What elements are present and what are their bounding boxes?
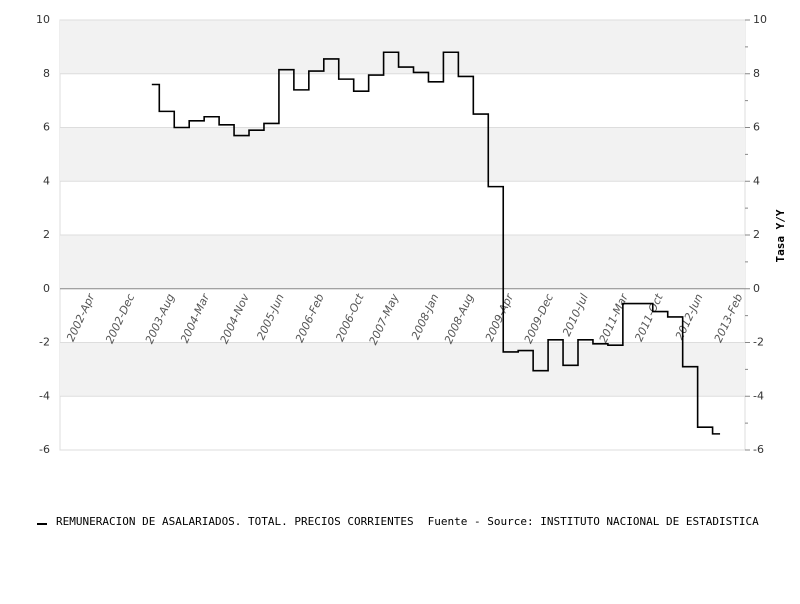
y-tick-label: 10 — [36, 13, 50, 26]
y-tick-label: 4 — [43, 174, 50, 187]
series-line — [151, 51, 721, 435]
y-tick-label: 0 — [43, 282, 50, 295]
band — [60, 20, 745, 74]
y2-tick-label: 6 — [753, 121, 760, 134]
y2-tick-label: -2 — [753, 336, 764, 349]
y2-axis-label: Tasa Y/Y — [774, 209, 787, 262]
y-tick-label: 2 — [43, 228, 50, 241]
y-tick-label: -6 — [39, 443, 50, 456]
y2-tick-label: 10 — [753, 13, 767, 26]
band — [60, 235, 745, 289]
y-tick-label: 8 — [43, 67, 50, 80]
y2-tick-label: 2 — [753, 228, 760, 241]
y2-tick-label: -4 — [753, 389, 764, 402]
y2-tick-label: 4 — [753, 174, 760, 187]
y2-tick-label: 8 — [753, 67, 760, 80]
y-tick-label: -4 — [39, 389, 50, 402]
y-tick-label: 6 — [43, 121, 50, 134]
y-tick-label: -2 — [39, 336, 50, 349]
y2-tick-label: -6 — [753, 443, 764, 456]
band — [60, 127, 745, 182]
legend-label: REMUNERACION DE ASALARIADOS. TOTAL. PREC… — [56, 515, 414, 528]
y2-tick-label: 0 — [753, 282, 760, 295]
band — [60, 342, 745, 397]
source-note: Fuente - Source: INSTITUTO NACIONAL DE E… — [428, 515, 760, 528]
